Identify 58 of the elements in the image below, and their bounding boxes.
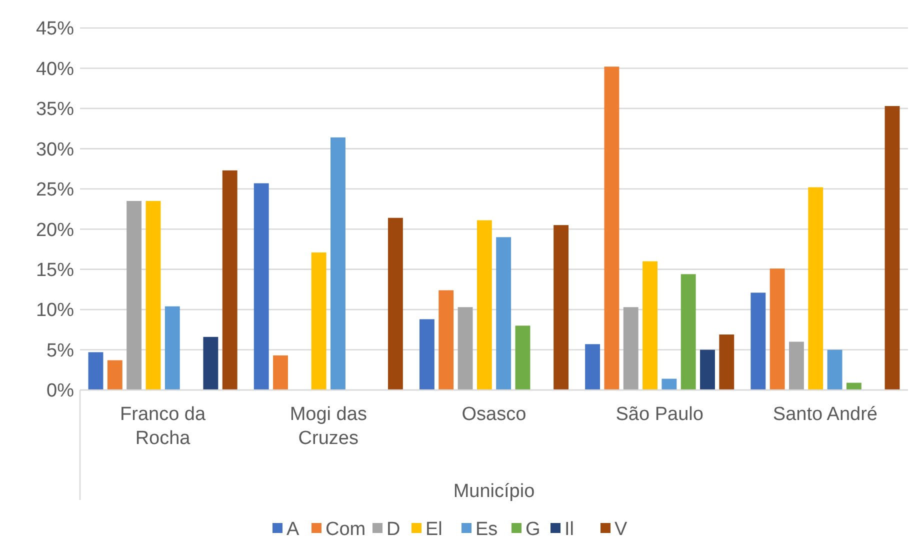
bar [788,342,804,390]
bar [254,183,269,390]
bar [884,106,900,390]
bar [273,355,288,390]
y-tick-label: 20% [36,220,74,241]
bar [458,307,473,390]
bar [222,170,238,390]
bar [623,307,638,390]
bar [846,382,862,390]
y-tick-label: 45% [36,18,74,40]
bar [476,220,492,390]
bar [604,66,620,390]
bar [808,187,824,390]
bar [750,292,766,390]
bar [203,336,218,390]
y-tick-label: 35% [36,99,74,120]
legend-label: Com [326,519,366,540]
bar [554,225,569,390]
bar [585,344,600,390]
bar [662,378,677,390]
x-tick-label: Franco da Rocha [120,404,206,449]
bar [146,200,161,390]
bar [770,268,785,390]
legend-label: D [386,519,400,540]
bar [438,290,454,390]
x-tick-label: Osasco [462,404,526,425]
bar [700,350,715,390]
bar [515,326,530,390]
legend-label: V [614,519,628,540]
legend-label: Il [564,519,574,540]
bar [388,218,403,390]
bar [642,261,658,390]
bar [719,334,734,390]
bar [496,237,512,390]
bar [680,274,696,390]
bar [164,306,180,390]
y-tick-label: 25% [36,180,74,201]
bar [88,352,104,390]
bar [311,252,326,390]
x-tick-label: Mogi das Cruzes [290,404,367,449]
bar [107,360,122,390]
legend-label: El [426,519,442,540]
x-tick-label: São Paulo [616,404,704,425]
y-tick-label: 15% [36,260,74,281]
x-tick-label: Santo André [772,404,878,425]
y-tick-label: 5% [46,340,74,362]
bar [419,319,434,390]
legend-label: G [526,519,540,540]
legend-label: Es [476,519,498,540]
x-axis-title: Município [453,481,535,502]
bar [330,137,346,390]
y-tick-label: 10% [36,300,74,322]
legend-label: A [286,519,300,540]
y-tick-label: 0% [46,380,74,402]
bar [126,200,142,390]
bar [827,350,842,390]
y-tick-label: 30% [36,139,74,160]
y-tick-label: 40% [36,58,74,80]
